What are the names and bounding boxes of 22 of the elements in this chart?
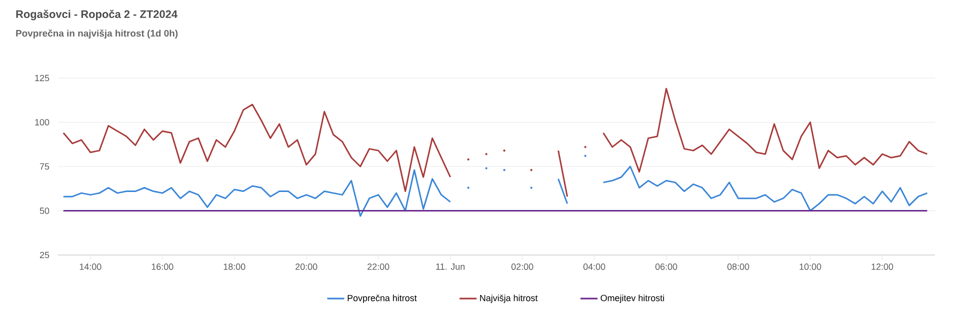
x-tick-label: 18:00 — [224, 264, 246, 270]
y-tick-label: 100 — [35, 119, 50, 126]
x-tick-label: 10:00 — [800, 264, 822, 270]
y-tick-label: 125 — [35, 74, 50, 82]
y-tick-label: 75 — [40, 163, 50, 170]
x-tick-label: 06:00 — [655, 264, 678, 270]
legend-label: Najvišja hitrost — [480, 294, 538, 303]
legend-label: Omejitev hitrosti — [600, 294, 664, 303]
chart-title: Rogašovci - Ropoča 2 - ZT2024 — [16, 10, 178, 20]
chart-subtitle: Povprečna in najvišja hitrost (1d 0h) — [16, 29, 178, 39]
legend-label: Povprečna hitrost — [348, 294, 417, 303]
x-tick-label: 20:00 — [296, 264, 318, 270]
x-tick-label: 08:00 — [727, 264, 750, 270]
y-tick-label: 50 — [40, 208, 50, 214]
x-tick-label: 11. Jun — [436, 264, 465, 270]
x-tick-label: 04:00 — [583, 264, 606, 270]
x-tick-label: 12:00 — [872, 264, 894, 270]
x-tick-label: 14:00 — [80, 264, 102, 270]
x-tick-label: 16:00 — [152, 264, 174, 270]
x-tick-label: 22:00 — [368, 264, 390, 270]
y-tick-label: 25 — [40, 252, 50, 258]
x-tick-label: 02:00 — [511, 264, 534, 270]
